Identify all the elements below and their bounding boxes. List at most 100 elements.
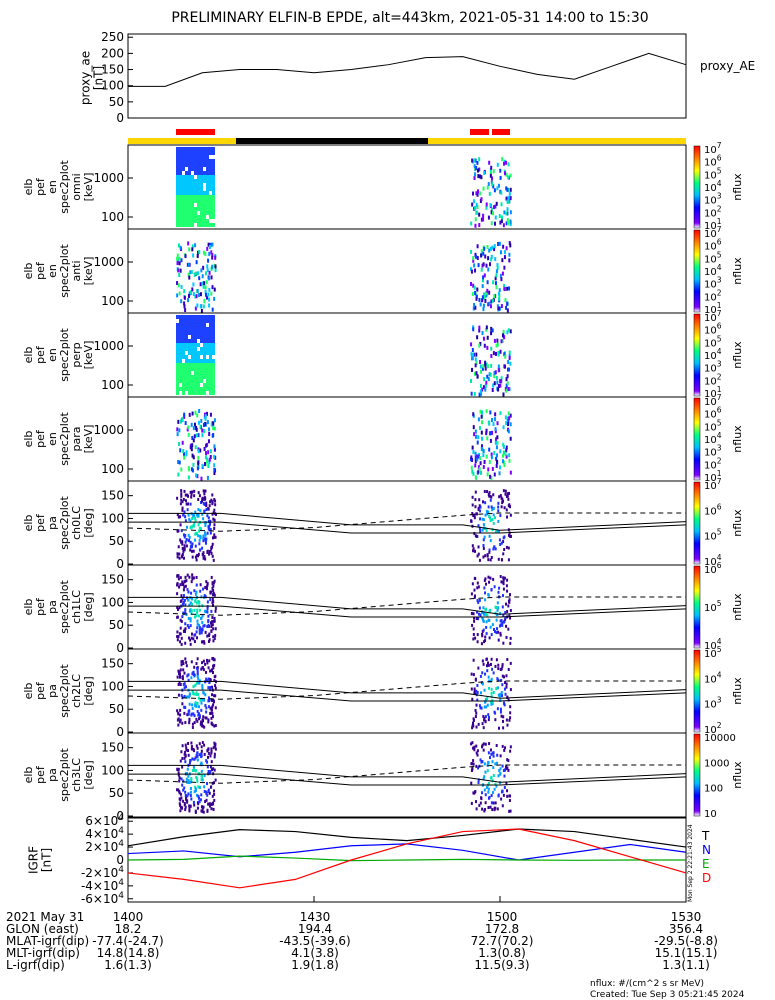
flux-cell: [209, 379, 212, 383]
flux-cell: [505, 186, 508, 191]
flux-cell: [206, 658, 209, 662]
flux-cell: [185, 339, 188, 343]
flux-cell: [501, 594, 504, 598]
flux-cell: [179, 803, 182, 807]
flux-cell: [211, 581, 214, 585]
flux-cell: [176, 331, 179, 335]
flux-cell: [188, 351, 191, 355]
flux-cell: [212, 581, 215, 585]
flux-cell: [494, 711, 497, 715]
flux-cell: [472, 258, 475, 263]
flux-cell: [203, 191, 206, 195]
flux-cell: [176, 788, 179, 792]
flux-cell: [474, 429, 477, 434]
flux-cell: [193, 757, 196, 761]
panel-ylabel-line: elb: [22, 683, 35, 700]
flux-cell: [189, 617, 192, 621]
flux-cell: [186, 794, 189, 798]
flux-cell: [193, 272, 196, 277]
flux-cell: [209, 195, 212, 199]
flux-cell: [191, 722, 194, 726]
flux-cell: [492, 773, 495, 777]
flux-cell: [209, 375, 212, 379]
flux-cell: [196, 668, 199, 672]
flux-cell: [504, 489, 507, 493]
flux-cell: [471, 495, 474, 499]
flux-cell: [485, 290, 488, 295]
colorbar-label: nflux: [731, 761, 744, 789]
flux-cell: [178, 632, 181, 636]
flux-cell: [479, 613, 482, 617]
flux-cell: [204, 524, 207, 528]
flux-cell: [187, 625, 190, 629]
panel-frame: [127, 228, 687, 314]
flux-cell: [208, 276, 211, 281]
flux-cell: [196, 666, 199, 670]
flux-cell: [475, 191, 478, 196]
flux-cell: [204, 292, 207, 297]
flux-cell: [483, 716, 486, 720]
flux-cell: [473, 616, 476, 620]
flux-cell: [203, 509, 206, 513]
flux-cell: [183, 695, 186, 699]
flux-cell: [494, 429, 497, 434]
flux-cell: [209, 367, 212, 371]
flux-cell: [183, 544, 186, 548]
flux-cell: [209, 331, 212, 335]
igrf-ytick-label: -6×104: [81, 891, 124, 906]
flux-cell: [194, 207, 197, 211]
panel-ylabel-line: pef: [34, 597, 47, 616]
colorbar-strip: [693, 649, 701, 733]
flux-cell: [212, 379, 215, 383]
flux-cell: [207, 718, 210, 722]
flux-cell: [188, 379, 191, 383]
flux-cell: [482, 606, 485, 610]
flux-cell: [477, 454, 480, 459]
flux-cell: [211, 603, 214, 607]
flux-cell: [190, 636, 193, 640]
flux-cell: [208, 771, 211, 775]
flux-cell: [506, 578, 509, 582]
flux-cell: [197, 696, 200, 700]
flux-cell: [472, 718, 475, 722]
flux-cell: [498, 726, 500, 730]
flux-cell: [486, 703, 489, 707]
flux-cell: [212, 199, 215, 203]
flux-cell: [176, 635, 179, 639]
flux-cell: [507, 667, 510, 671]
flux-cell: [475, 352, 478, 357]
flux-cell: [196, 671, 199, 674]
flux-cell: [193, 422, 196, 427]
flux-cell: [197, 513, 200, 517]
flux-cell: [497, 667, 500, 671]
flux-cell: [185, 452, 188, 457]
flux-cell: [472, 746, 475, 750]
flux-cell: [197, 163, 200, 167]
flux-cell: [505, 765, 507, 769]
flux-cell: [499, 514, 502, 518]
flux-cell: [176, 351, 179, 355]
colorbar-tick-label: 106: [704, 322, 722, 337]
flux-cell: [176, 159, 179, 163]
flux-cell: [205, 585, 208, 589]
flux-cell: [211, 285, 214, 290]
flux-cell: [212, 703, 215, 707]
flux-cell: [202, 534, 205, 538]
flux-cell: [203, 343, 206, 347]
flux-cell: [489, 474, 492, 479]
flux-cell: [488, 548, 491, 552]
flux-cell: [203, 496, 206, 500]
flux-cell: [200, 359, 203, 363]
flux-cell: [487, 510, 490, 514]
flux-cell: [209, 175, 212, 179]
flux-cell: [189, 540, 192, 544]
flux-cell: [205, 443, 208, 448]
flux-cell: [488, 447, 491, 452]
flux-cell: [212, 426, 215, 431]
flux-cell: [200, 367, 203, 371]
flux-cell: [501, 621, 504, 625]
ae-ytick-label: 0: [116, 111, 124, 125]
flux-cell: [506, 308, 509, 313]
flux-cell: [505, 685, 508, 689]
flux-cell: [480, 681, 483, 685]
